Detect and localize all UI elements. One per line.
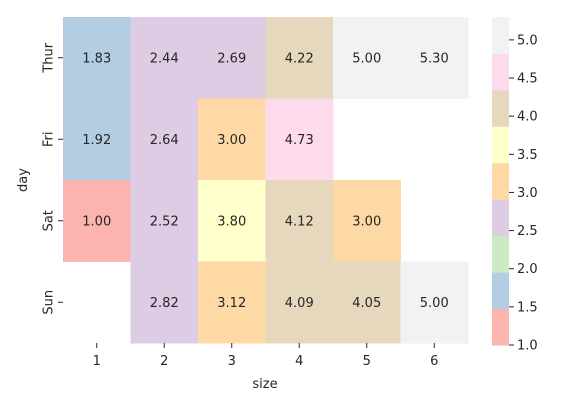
heatmap-cell bbox=[400, 261, 469, 344]
colorbar-tick-label: 4.0 bbox=[517, 110, 538, 125]
cell-value-label: 1.00 bbox=[82, 214, 111, 229]
cell-value-label: 2.64 bbox=[150, 133, 179, 148]
x-tick-label: 3 bbox=[228, 354, 236, 369]
x-axis-ticks: 1 2 3 4 5 6 bbox=[93, 343, 438, 369]
x-tick-label: 1 bbox=[93, 354, 101, 369]
heatmap-cell bbox=[198, 180, 266, 262]
x-tick-label: 2 bbox=[160, 354, 168, 369]
colorbar-tick-label: 2.5 bbox=[517, 224, 538, 239]
cell-value-label: 2.82 bbox=[150, 296, 179, 311]
y-tick-label: Fri bbox=[42, 132, 57, 148]
cell-value-label: 3.00 bbox=[217, 133, 246, 148]
colorbar-tick-label: 4.5 bbox=[517, 72, 538, 87]
colorbar-tick-label: 2.0 bbox=[517, 262, 538, 277]
cell-value-label: 5.00 bbox=[352, 51, 381, 66]
cell-value-label: 3.12 bbox=[217, 296, 246, 311]
cell-value-label: 4.05 bbox=[352, 296, 381, 311]
cell-value-label: 2.44 bbox=[150, 51, 179, 66]
colorbar-tick-label: 1.0 bbox=[517, 339, 538, 354]
cell-value-label: 5.00 bbox=[420, 296, 449, 311]
cell-value-label: 3.80 bbox=[217, 214, 246, 229]
y-tick-label: Thur bbox=[42, 42, 57, 73]
heatmap-cell bbox=[198, 261, 266, 344]
colorbar-band bbox=[492, 126, 509, 164]
cell-value-label: 3.00 bbox=[352, 214, 381, 229]
x-tick-label: 5 bbox=[363, 354, 371, 369]
colorbar-band bbox=[492, 53, 509, 91]
heatmap-cell bbox=[400, 17, 469, 99]
cell-value-label: 2.52 bbox=[150, 214, 179, 229]
colorbar-band bbox=[492, 308, 509, 346]
x-tick-label: 4 bbox=[295, 354, 303, 369]
colorbar-band bbox=[492, 89, 509, 127]
cell-value-label: 4.22 bbox=[285, 51, 314, 66]
heatmap-cell bbox=[265, 17, 334, 99]
colorbar-tick-label: 1.5 bbox=[517, 300, 538, 315]
heatmap-cell bbox=[63, 180, 131, 262]
heatmap-cell bbox=[198, 98, 266, 181]
cell-value-label: 4.12 bbox=[285, 214, 314, 229]
colorbar-band bbox=[492, 199, 509, 237]
cell-value-label: 5.30 bbox=[420, 51, 449, 66]
cell-value-label: 1.92 bbox=[82, 133, 111, 148]
colorbar-band bbox=[492, 162, 509, 200]
heatmap-cell bbox=[63, 17, 131, 99]
colorbar-band bbox=[492, 17, 509, 54]
colorbar-band bbox=[492, 235, 509, 273]
heatmap-cell bbox=[198, 17, 266, 99]
y-axis-title: day bbox=[16, 168, 31, 192]
heatmap-cell bbox=[333, 261, 401, 344]
heatmap-cell bbox=[265, 180, 334, 262]
colorbar: 1.0 1.5 2.0 2.5 3.0 3.5 4.0 4.5 5.0 bbox=[492, 17, 538, 354]
cell-value-label: 2.69 bbox=[217, 51, 246, 66]
colorbar-tick-label: 3.5 bbox=[517, 148, 538, 163]
heatmap-cells: 1.83 2.44 2.69 4.22 5.00 5.30 1.92 2.64 3.00 4.73… bbox=[63, 17, 469, 344]
colorbar-tick-label: 5.0 bbox=[517, 33, 538, 48]
heatmap-cell bbox=[333, 17, 401, 99]
heatmap-cell bbox=[333, 180, 401, 262]
heatmap-cell bbox=[130, 180, 199, 262]
x-axis-title: size bbox=[252, 377, 277, 392]
heatmap-cell bbox=[265, 98, 334, 181]
y-tick-label: Sat bbox=[42, 210, 57, 231]
y-axis-ticks: Thur Fri Sat Sun bbox=[42, 42, 63, 315]
heatmap-cell bbox=[63, 98, 131, 181]
colorbar-band bbox=[492, 272, 509, 310]
cell-value-label: 4.73 bbox=[285, 133, 314, 148]
y-tick-label: Sun bbox=[42, 290, 57, 315]
heatmap-cell bbox=[265, 261, 334, 344]
cell-value-label: 4.09 bbox=[285, 296, 314, 311]
heatmap-cell bbox=[130, 17, 199, 99]
heatmap-cell bbox=[130, 98, 199, 181]
colorbar-tick-label: 3.0 bbox=[517, 186, 538, 201]
cell-value-label: 1.83 bbox=[82, 51, 111, 66]
x-tick-label: 6 bbox=[430, 354, 438, 369]
heatmap-cell bbox=[130, 261, 199, 344]
